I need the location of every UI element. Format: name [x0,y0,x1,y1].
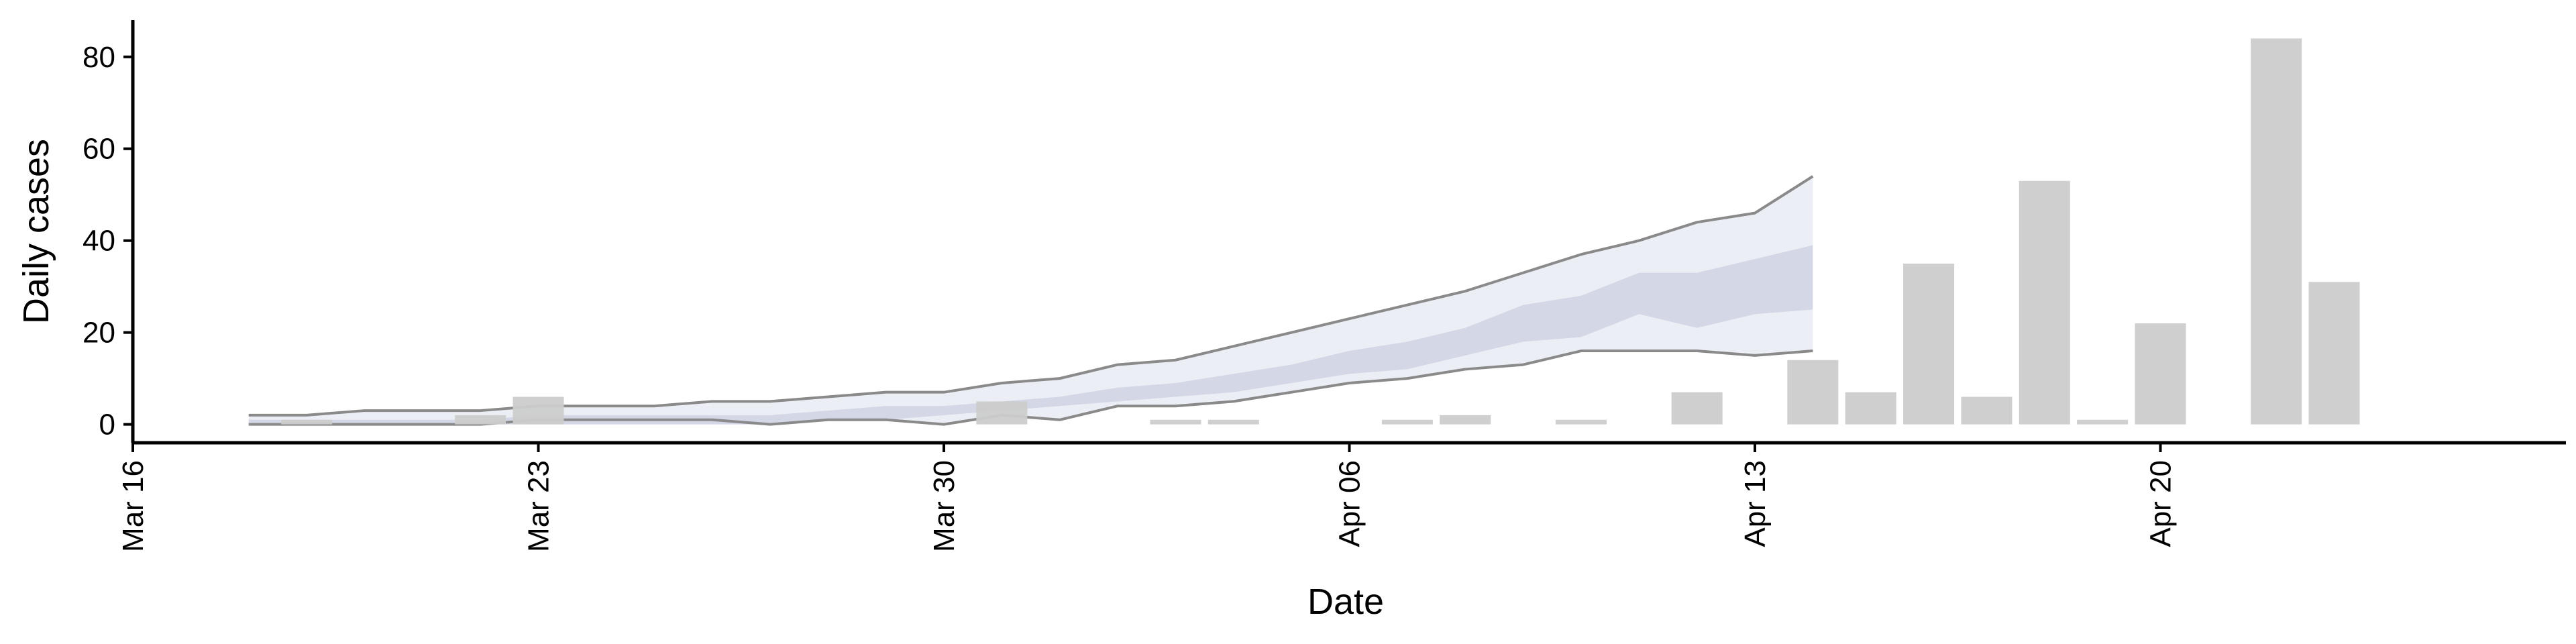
bar-2020-04-22 [2251,38,2302,425]
bar-2020-04-20 [2135,323,2186,425]
bar-2020-04-15 [1845,392,1896,425]
bar-2020-04-07 [1381,419,1433,425]
bar-2020-04-08 [1440,415,1491,425]
bar-2020-03-23 [513,396,564,425]
band-lower-edge [248,350,1813,426]
bar-2020-04-16 [1903,263,1955,425]
bar-series-daily-cases [281,38,2360,425]
bar-2020-04-19 [2077,419,2129,425]
x-tick-label: Apr 13 [1739,460,1772,547]
y-tick-label: 20 [83,317,115,350]
band-upper-edge [248,175,1814,417]
y-tick-label: 60 [83,133,115,166]
bar-2020-04-03 [1150,419,1201,425]
x-axis-label: Date [1307,582,1384,622]
bar-2020-04-23 [2308,282,2360,425]
x-axis-ticks: Mar 16 Mar 23 Mar 30 Apr 06 Apr 13 Apr 20 [117,443,2178,552]
y-axis-ticks: 0 20 40 60 80 [83,41,133,441]
x-tick-label: Mar 30 [928,460,961,552]
bar-2020-03-31 [976,401,1028,425]
y-tick-label: 40 [83,225,115,258]
x-tick-label: Mar 23 [523,460,555,552]
y-tick-label: 80 [83,41,115,74]
band-inner-interval [248,245,1813,425]
bar-2020-03-19 [281,419,333,425]
bar-2020-04-18 [2019,180,2070,425]
bar-2020-04-04 [1208,419,1259,425]
y-axis-label: Daily cases [16,139,56,324]
projection-band [248,175,1814,426]
y-tick-label: 0 [99,409,115,441]
x-tick-label: Apr 06 [1334,460,1366,547]
bar-2020-03-22 [455,415,506,425]
bar-2020-04-14 [1787,360,1839,425]
bar-2020-04-17 [1961,396,2012,425]
x-tick-label: Apr 20 [2145,460,2178,547]
bar-2020-04-12 [1671,392,1723,425]
x-tick-label: Mar 16 [117,460,150,552]
bar-2020-04-10 [1555,419,1607,425]
